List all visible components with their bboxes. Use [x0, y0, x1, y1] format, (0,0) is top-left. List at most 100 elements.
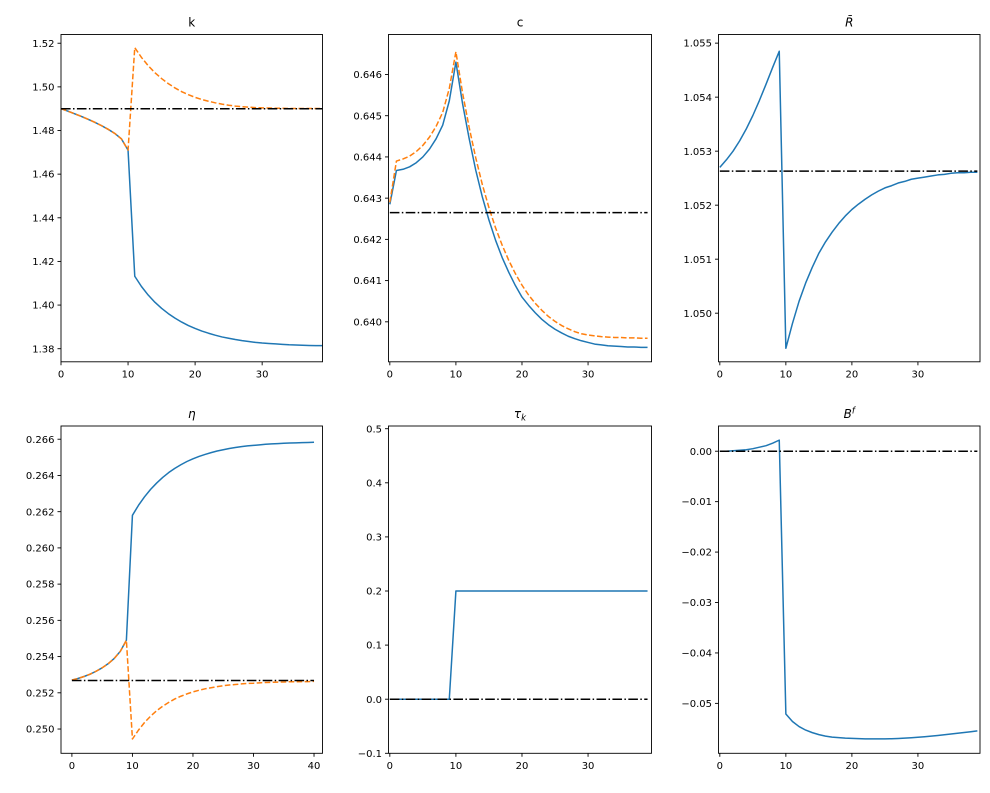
subplot-title: k: [188, 16, 195, 30]
y-tick-label: −0.01: [681, 497, 712, 508]
x-tick-label: 20: [846, 369, 859, 380]
x-tick-label: 0: [58, 369, 64, 380]
y-tick-label: 0.5: [366, 424, 382, 435]
axes-spines: [718, 425, 981, 754]
x-tick-label: 20: [516, 761, 529, 772]
y-tick-label: −0.04: [681, 649, 712, 660]
y-tick-label: 0.642: [353, 235, 382, 246]
series-line-dashed-orange: [71, 639, 315, 740]
axes-background: [388, 426, 652, 754]
subplot-Bf: 0 10 20 30 −0.05 −0.04 −0.03 −0.02 −0.01 0.00 Bf: [681, 407, 981, 772]
y-tick-label: 1.050: [683, 309, 712, 320]
x-tick-label: 10: [779, 369, 792, 380]
subplot-tauk: 0 10 20 30 −0.1 0.0 0.1 0.2 0.3 0.4 0.5 τk: [358, 407, 652, 772]
subplot-eta: 0 10 20 30 40 0.250 0.252 0.254 0.256 0.258 0.260 0…: [26, 407, 323, 772]
y-tick-label: 1.44: [32, 213, 54, 224]
series-line-solid-blue: [389, 61, 648, 349]
subplot-c: 0 10 20 30 0.640 0.641 0.642 0.643 0.644 0.645 0.6…: [353, 16, 652, 380]
y-tick-label: −0.03: [681, 598, 712, 609]
x-tick-label: 0: [387, 761, 393, 772]
y-tick-label: 0.4: [366, 478, 382, 489]
subplot-title: c: [517, 16, 524, 30]
y-tick-label: 0.641: [353, 276, 382, 287]
y-tick-label: 0.00: [690, 447, 712, 458]
y-tick-label: 1.48: [32, 126, 54, 137]
axes-background: [388, 34, 652, 362]
y-tick-label: 0.262: [26, 507, 55, 518]
x-tick-label: 20: [187, 761, 200, 772]
y-tick-label: 0.250: [26, 725, 55, 736]
y-tick-label: 0.260: [26, 543, 55, 554]
x-tick-label: 30: [912, 761, 925, 772]
x-tick-label: 30: [912, 369, 925, 380]
series-line-dashed-orange: [60, 46, 323, 151]
x-tick-label: 30: [247, 761, 260, 772]
y-tick-label: 0.1: [366, 641, 382, 652]
x-tick-label: 0: [387, 369, 393, 380]
axes-spines: [60, 425, 323, 754]
axes-background: [718, 34, 980, 362]
y-tick-label: 0.264: [26, 471, 55, 482]
series-line-dashed-orange: [389, 51, 648, 340]
x-tick-label: 10: [126, 761, 139, 772]
y-tick-label: −0.02: [681, 548, 712, 559]
x-tick-label: 0: [717, 761, 723, 772]
axes-spines: [388, 425, 652, 754]
y-tick-label: 1.52: [32, 39, 54, 50]
y-tick-label: 1.055: [683, 39, 712, 50]
y-tick-label: 0.256: [26, 616, 55, 627]
axes-background: [61, 34, 323, 362]
series-line-solid-blue: [719, 439, 978, 740]
x-tick-label: 10: [450, 761, 463, 772]
x-tick-label: 30: [582, 369, 595, 380]
y-tick-label: 1.42: [32, 257, 54, 268]
subplot-title: η: [188, 407, 196, 421]
series-line-solid-blue: [60, 107, 323, 347]
x-tick-label: 40: [308, 761, 321, 772]
x-tick-label: 20: [516, 369, 529, 380]
series-line-solid-blue: [719, 50, 978, 350]
y-tick-label: 1.46: [32, 170, 54, 181]
y-tick-label: 0.645: [353, 111, 382, 122]
y-tick-label: 0.258: [26, 580, 55, 591]
y-tick-label: 0.266: [26, 435, 55, 446]
y-tick-label: 0.640: [353, 317, 382, 328]
y-tick-label: 1.053: [683, 147, 712, 158]
subplot-title: R̄: [845, 15, 853, 29]
subplot-Rbar: 0 10 20 30 1.050 1.051 1.052 1.053 1.054 1.055 R̄: [683, 15, 981, 380]
y-tick-label: 0.2: [366, 587, 382, 598]
y-tick-label: 0.644: [353, 153, 382, 164]
x-tick-label: 0: [69, 761, 75, 772]
y-tick-label: −0.1: [358, 749, 382, 760]
x-tick-label: 30: [582, 761, 595, 772]
y-tick-label: −0.05: [681, 699, 712, 710]
x-tick-label: 10: [122, 369, 135, 380]
axes-background: [718, 426, 980, 754]
x-tick-label: 20: [846, 761, 859, 772]
y-tick-label: 1.054: [683, 93, 712, 104]
subplot-k: 0 10 20 30 1.38 1.40 1.42 1.44 1.46 1.48 1.50 1.52 k: [32, 16, 323, 380]
axes-spines: [60, 34, 323, 363]
y-tick-label: 0.3: [366, 533, 382, 544]
y-tick-label: 0.643: [353, 194, 382, 205]
y-tick-label: 1.50: [32, 82, 54, 93]
y-tick-label: 1.052: [683, 201, 712, 212]
x-tick-label: 30: [256, 369, 269, 380]
subplot-title: τk: [514, 407, 527, 424]
series-line-solid-blue: [389, 590, 648, 700]
axes-spines: [718, 34, 981, 363]
axes-background: [61, 426, 323, 754]
x-tick-label: 10: [779, 761, 792, 772]
subplot-title: Bf: [844, 407, 857, 422]
y-tick-label: 1.40: [32, 301, 54, 312]
y-tick-label: 0.0: [366, 695, 382, 706]
y-tick-label: 0.254: [26, 652, 55, 663]
x-tick-label: 10: [450, 369, 463, 380]
x-tick-label: 20: [189, 369, 202, 380]
y-tick-label: 1.051: [683, 255, 712, 266]
y-tick-label: 0.646: [353, 70, 382, 81]
y-tick-label: 1.38: [32, 344, 54, 355]
y-tick-label: 0.252: [26, 688, 55, 699]
